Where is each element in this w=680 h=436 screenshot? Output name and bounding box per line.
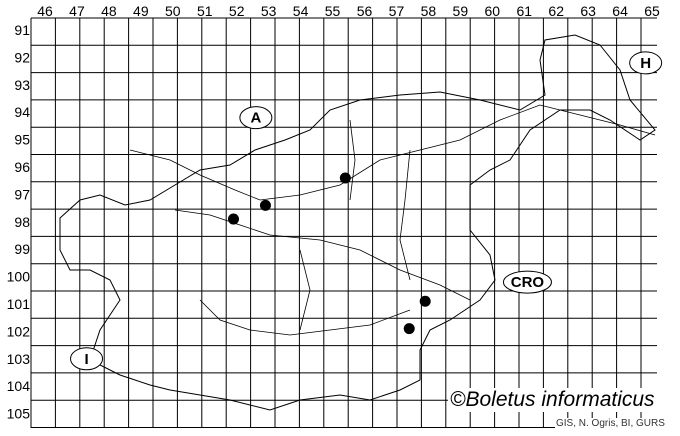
row-label: 100	[7, 269, 31, 285]
column-label: 56	[357, 3, 373, 19]
column-label: 64	[612, 3, 628, 19]
country-border	[59, 34, 656, 411]
row-label: 91	[14, 22, 30, 38]
row-label: 98	[14, 214, 30, 230]
country-label: I	[84, 351, 88, 368]
record-dots	[228, 172, 431, 335]
column-label: 65	[644, 3, 660, 19]
column-label: 55	[325, 3, 341, 19]
column-label: 58	[421, 3, 437, 19]
column-label: 50	[165, 3, 181, 19]
column-label: 54	[293, 3, 309, 19]
column-label: 57	[389, 3, 405, 19]
source-text: GIS, N. Ogris, BI, GURS	[555, 418, 666, 429]
country-label: H	[640, 55, 651, 72]
country-label: CRO	[511, 274, 545, 291]
row-label: 99	[14, 241, 30, 257]
row-label: 97	[14, 186, 30, 202]
record-dot	[403, 323, 415, 335]
column-label: 46	[37, 3, 53, 19]
river	[199, 299, 411, 336]
river	[174, 209, 471, 301]
record-dot	[339, 172, 351, 184]
column-label: 49	[133, 3, 149, 19]
river	[129, 104, 656, 201]
river	[299, 119, 411, 331]
column-label: 53	[261, 3, 277, 19]
row-label: 103	[7, 351, 31, 367]
column-label: 60	[485, 3, 501, 19]
record-dot	[228, 213, 240, 225]
country-labels: A H CRO I	[70, 51, 663, 371]
country-label-oval	[629, 51, 663, 75]
row-label: 104	[7, 378, 31, 394]
row-label: 105	[7, 406, 31, 422]
row-label: 95	[14, 132, 30, 148]
column-label: 48	[101, 3, 117, 19]
row-label: 92	[14, 49, 30, 65]
grid	[30, 17, 657, 428]
row-label: 101	[7, 296, 31, 312]
column-label: 47	[69, 3, 85, 19]
column-label: 51	[197, 3, 213, 19]
country-label-oval	[70, 347, 104, 371]
row-label: 102	[7, 323, 31, 339]
record-dot	[419, 295, 431, 307]
record-dot	[259, 199, 271, 211]
row-label: 93	[14, 77, 30, 93]
country-label: A	[250, 110, 261, 127]
column-label: 52	[229, 3, 245, 19]
column-label: 61	[516, 3, 532, 19]
credit-text: ©Boletus informaticus	[448, 388, 657, 412]
column-label: 62	[548, 3, 564, 19]
row-label: 96	[14, 159, 30, 175]
column-label: 63	[580, 3, 596, 19]
axis-labels: 46 47 48 49 50 51 52 53 54 55 56 57 58 59 60 61 62 63 64 65…	[7, 3, 660, 422]
country-label-oval	[239, 106, 273, 130]
column-label: 59	[453, 3, 469, 19]
row-label: 94	[14, 104, 30, 120]
country-label-oval	[502, 270, 552, 294]
